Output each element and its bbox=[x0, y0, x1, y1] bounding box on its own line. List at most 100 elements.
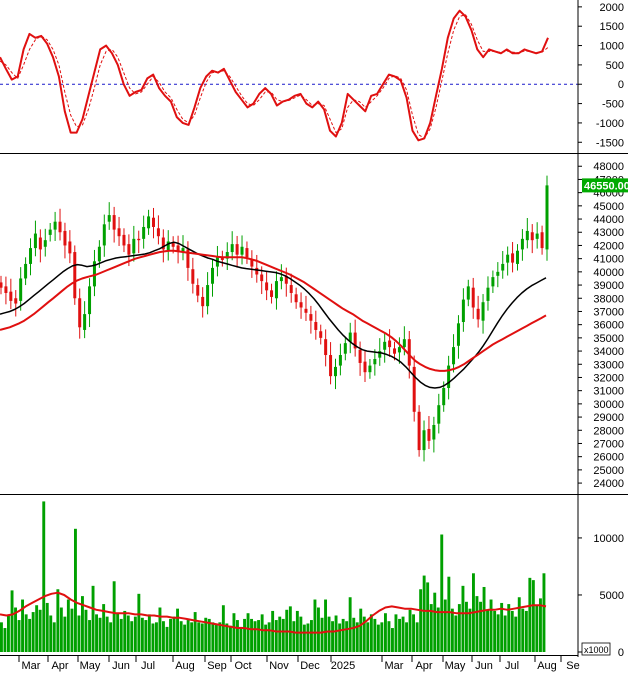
volume-bar bbox=[24, 614, 28, 652]
candle bbox=[24, 263, 28, 279]
oscillator-signal-line bbox=[0, 14, 549, 139]
candle bbox=[466, 286, 470, 300]
volume-bar bbox=[63, 616, 67, 652]
y-tick-label: 32000 bbox=[593, 372, 624, 384]
candle bbox=[299, 302, 303, 308]
volume-bar bbox=[232, 613, 236, 652]
volume-bar bbox=[119, 618, 123, 652]
candle bbox=[220, 257, 224, 260]
candle bbox=[491, 277, 495, 287]
volume-bar bbox=[412, 614, 415, 652]
volume-bar bbox=[274, 620, 278, 652]
volume-bar bbox=[531, 580, 535, 652]
volume-bar bbox=[528, 577, 532, 652]
volume-bar bbox=[151, 623, 155, 652]
volume-bar bbox=[398, 618, 401, 652]
volume-bar bbox=[229, 625, 232, 652]
volume-bar bbox=[243, 618, 246, 652]
candle bbox=[422, 430, 426, 451]
volume-bar bbox=[295, 610, 299, 652]
volume-bar bbox=[457, 604, 461, 652]
y-tick-label: 36000 bbox=[593, 320, 624, 332]
last-price-label: 46550.00 bbox=[584, 180, 628, 192]
y-tick-label: 0 bbox=[618, 647, 624, 659]
volume-bar bbox=[102, 604, 106, 652]
volume-bar bbox=[126, 615, 130, 652]
volume-bar bbox=[158, 607, 162, 652]
y-tick-label: 27000 bbox=[593, 438, 624, 450]
candle bbox=[97, 246, 101, 262]
volume-bar bbox=[362, 616, 366, 652]
y-tick-label: 45000 bbox=[593, 201, 624, 213]
candle bbox=[156, 228, 160, 237]
volume-bar bbox=[524, 610, 528, 652]
candle bbox=[29, 248, 33, 264]
x-tick-label: Apr bbox=[51, 660, 68, 672]
y-tick-label: 5000 bbox=[600, 590, 624, 602]
candle bbox=[279, 277, 283, 282]
candle bbox=[432, 424, 436, 440]
volume-bar bbox=[376, 624, 380, 652]
volume-bar bbox=[317, 607, 320, 652]
y-tick-label: 33000 bbox=[593, 359, 624, 371]
x-tick-label: Se bbox=[566, 660, 579, 672]
volume-bar bbox=[49, 615, 53, 652]
volume-bar bbox=[197, 622, 201, 652]
candle bbox=[4, 286, 8, 293]
volume-bar bbox=[214, 624, 218, 652]
volume-bar bbox=[394, 614, 398, 652]
x-tick-label: May bbox=[80, 660, 101, 672]
volume-bar bbox=[489, 599, 493, 652]
volume-bar bbox=[137, 593, 141, 652]
y-tick-label: 44000 bbox=[593, 214, 624, 226]
candle bbox=[230, 244, 234, 253]
chart-frame bbox=[0, 0, 628, 657]
volume-bar bbox=[380, 622, 384, 652]
volume-bar bbox=[130, 621, 134, 652]
volume-bar bbox=[401, 616, 405, 652]
candle bbox=[147, 216, 151, 229]
volume-bar bbox=[310, 620, 313, 652]
volume-bar bbox=[500, 602, 504, 652]
candle bbox=[0, 282, 3, 288]
volume-bar bbox=[218, 622, 222, 652]
candle bbox=[314, 322, 318, 330]
volume-bar bbox=[496, 614, 500, 652]
volume-bar bbox=[45, 602, 49, 652]
candle bbox=[260, 274, 264, 282]
candle bbox=[14, 298, 18, 304]
volume-bar bbox=[176, 608, 179, 652]
volume-bar bbox=[98, 617, 102, 652]
x-tick-label: Dec bbox=[300, 660, 320, 672]
volume-bar bbox=[384, 613, 387, 652]
candle bbox=[427, 428, 431, 441]
volume-bar bbox=[429, 604, 433, 652]
candle bbox=[38, 237, 42, 250]
volume-bar bbox=[236, 620, 239, 652]
y-tick-label: 43000 bbox=[593, 227, 624, 239]
candle bbox=[92, 261, 96, 287]
candle bbox=[402, 339, 406, 348]
volume-bar bbox=[440, 534, 444, 652]
y-tick-label: 25000 bbox=[593, 465, 624, 477]
volume-bar bbox=[503, 615, 507, 652]
volume-bar bbox=[443, 599, 447, 652]
volume-bar bbox=[221, 605, 225, 652]
y-tick-label: 26000 bbox=[593, 452, 624, 464]
volume-bar bbox=[105, 616, 109, 652]
volume-bar bbox=[88, 620, 91, 652]
volume-bar bbox=[355, 622, 359, 652]
x-tick-label: Nov bbox=[269, 660, 289, 672]
candle bbox=[294, 294, 298, 303]
volume-bar bbox=[81, 596, 84, 652]
volume-bar bbox=[539, 598, 542, 652]
volume-bar bbox=[91, 585, 95, 652]
volume-bar bbox=[35, 605, 39, 652]
candle bbox=[496, 271, 500, 276]
candle bbox=[520, 238, 524, 250]
volume-bar bbox=[507, 604, 511, 652]
moving-average-black bbox=[0, 241, 547, 389]
candle bbox=[471, 287, 475, 308]
volume-bar bbox=[475, 596, 479, 652]
volume-bar bbox=[510, 610, 514, 652]
